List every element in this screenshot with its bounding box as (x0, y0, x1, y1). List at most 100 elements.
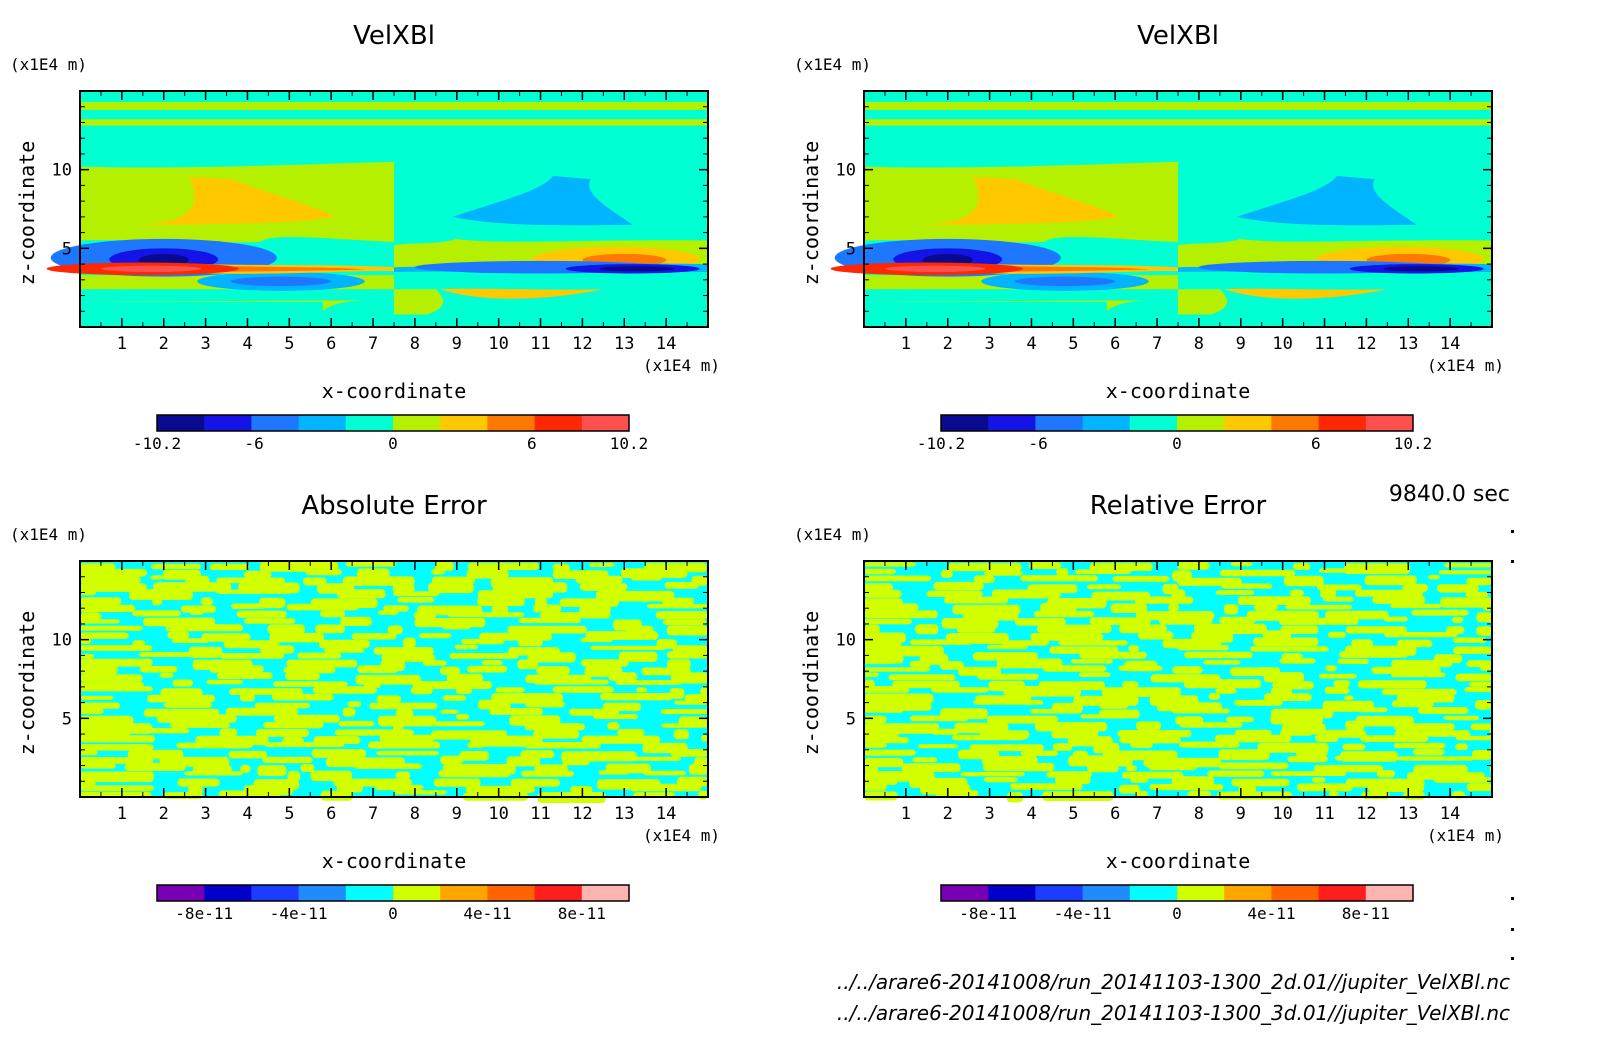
field-contour (1296, 783, 1353, 792)
field-contour (975, 695, 1032, 701)
field-contour (1168, 602, 1179, 613)
colorbar-swatch (1177, 415, 1225, 431)
field-contour (200, 597, 213, 606)
field-region (138, 177, 336, 225)
field-contour (1184, 651, 1253, 659)
x-tick-label: 14 (656, 334, 676, 354)
field-contour (264, 742, 345, 748)
field-contour (864, 715, 887, 724)
field-contour (1055, 776, 1091, 785)
field-contour (465, 785, 535, 794)
field-contour (1272, 681, 1314, 690)
field-contour (585, 631, 659, 640)
field-contour (300, 764, 315, 772)
field-contour (466, 665, 508, 673)
colorbar-swatch (251, 415, 300, 431)
field-contour (1058, 640, 1128, 646)
x-axis-label: x-coordinate (322, 379, 467, 403)
field-contour (1475, 700, 1492, 710)
field-contour (259, 597, 286, 609)
field-contour (973, 575, 995, 584)
field-contour (673, 729, 689, 740)
field-contour (455, 688, 473, 694)
trailing-dot-4 (1511, 928, 1514, 931)
field-contour (228, 750, 268, 759)
field-contour (489, 708, 544, 715)
field-contour (986, 644, 1028, 650)
field-contour (80, 619, 120, 624)
field-contour (1208, 692, 1221, 700)
x-tick-label: 10 (488, 804, 508, 824)
field-contour (1371, 666, 1441, 674)
field-contour (1281, 653, 1303, 660)
field-contour (1440, 597, 1492, 608)
field-contour (1119, 736, 1181, 744)
field-contour (1325, 610, 1389, 620)
colorbar-swatch (534, 415, 583, 431)
colorbar-tick-label: 6 (527, 434, 537, 453)
field-contour (700, 686, 708, 697)
field-contour (1122, 681, 1139, 688)
chart-panel-4: Relative Error(x1E4 m)1 2 3 4 5 6 7 8 9 10 11 12 13 1… (794, 491, 1504, 923)
field-contour (864, 603, 919, 612)
field-contour (598, 770, 630, 775)
x-tick-label: 14 (1440, 334, 1460, 354)
field-contour (524, 723, 585, 731)
colorbar-tick-label: 0 (1172, 434, 1182, 453)
field-contour (440, 755, 463, 765)
field-contour (864, 749, 916, 756)
field-contour (320, 790, 353, 801)
field-contour (376, 750, 440, 756)
field-contour (1110, 603, 1148, 613)
field-contour (973, 699, 1044, 705)
field-contour (1443, 563, 1492, 568)
field-contour (579, 603, 611, 615)
field-contour (1466, 783, 1492, 792)
field-contour (80, 612, 102, 622)
field-contour (410, 686, 433, 695)
x-tick-label: 10 (488, 334, 508, 354)
field-contour (1279, 658, 1316, 664)
field-contour (1287, 755, 1329, 763)
field-contour (1087, 762, 1119, 773)
y-tick-label: 5 (62, 239, 72, 259)
chart-panel-1: VelXBl(x1E4 m)1 2 3 4 5 6 7 8 9 10 11 12 13 14510(x1E… (10, 21, 720, 453)
field-contour (1343, 695, 1354, 701)
field-contour (80, 568, 147, 577)
field-contour (1418, 707, 1469, 714)
field-contour (218, 790, 282, 798)
colorbar-swatch (1365, 885, 1414, 901)
colorbar-swatch (345, 415, 394, 431)
field-contour (948, 563, 1022, 572)
x-tick-label: 12 (572, 804, 592, 824)
colorbar-frame (156, 884, 630, 902)
colorbar-tick-label: -4e-11 (1054, 904, 1112, 923)
field-contour (169, 722, 230, 728)
x-axis-label: x-coordinate (1106, 379, 1251, 403)
field-contour (1325, 665, 1337, 672)
field-contour (80, 674, 143, 682)
field-contour (1296, 750, 1328, 757)
field-contour (864, 568, 896, 575)
field-contour (455, 714, 470, 720)
field-contour (1135, 721, 1162, 731)
field-contour (1020, 750, 1058, 756)
field-contour (357, 665, 399, 674)
field-contour (536, 666, 570, 675)
colorbar-tick-label: 8e-11 (1342, 904, 1390, 923)
field-contour (1148, 763, 1197, 771)
field-contour (438, 770, 511, 778)
field-contour (132, 640, 146, 647)
field-region (864, 301, 1107, 327)
colorbar-swatch (440, 415, 488, 431)
colorbar-tick-label: -10.2 (133, 434, 181, 453)
field-contour (403, 637, 416, 648)
trailing-dot-2 (1511, 560, 1514, 563)
colorbar-swatch (1129, 885, 1178, 901)
x-tick-label: 12 (1356, 334, 1376, 354)
field-contour (1249, 646, 1329, 652)
field-contour (991, 589, 1061, 599)
field-contour (864, 776, 898, 786)
field-contour (1455, 743, 1468, 751)
field-contour (1033, 610, 1095, 618)
